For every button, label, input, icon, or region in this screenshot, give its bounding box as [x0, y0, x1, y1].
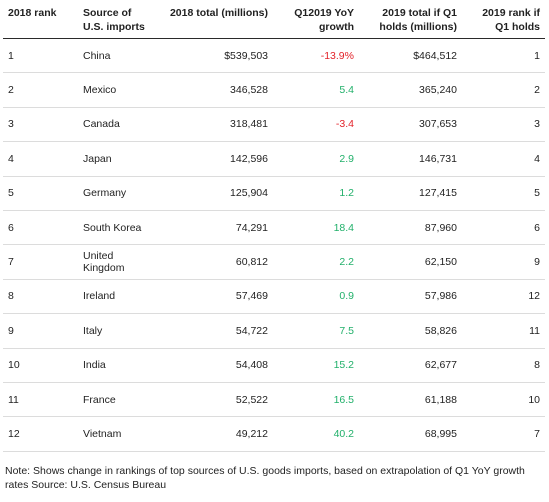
cell-2018-rank: 8 — [3, 279, 78, 315]
table-header-row: 2018 rank Source of U.S. imports 2018 to… — [3, 4, 545, 39]
cell-2019-total: 87,960 — [359, 210, 462, 246]
cell-2018-total: 54,408 — [156, 348, 273, 383]
cell-q1-growth: 1.2 — [273, 176, 359, 211]
table-row: 1 China $539,503 -13.9% $464,512 1 — [3, 38, 545, 74]
cell-q1-growth: 0.9 — [273, 279, 359, 315]
table-row: 5 Germany 125,904 1.2 127,415 5 — [3, 176, 545, 211]
cell-q1-growth: 18.4 — [273, 210, 359, 246]
cell-country: Germany — [78, 176, 156, 211]
cell-q1-growth: 15.2 — [273, 348, 359, 383]
cell-2019-total: 307,653 — [359, 107, 462, 143]
cell-2018-rank: 6 — [3, 210, 78, 246]
cell-2018-total: $539,503 — [156, 38, 273, 74]
cell-2019-total: $464,512 — [359, 38, 462, 74]
table-row: 2 Mexico 346,528 5.4 365,240 2 — [3, 72, 545, 108]
cell-q1-growth: 2.2 — [273, 244, 359, 280]
cell-2018-total: 60,812 — [156, 244, 273, 280]
cell-2018-total: 49,212 — [156, 416, 273, 452]
table-row: 12 Vietnam 49,212 40.2 68,995 7 — [3, 416, 545, 452]
header-2018-rank: 2018 rank — [3, 4, 78, 39]
source-note: Note: Shows change in rankings of top so… — [5, 465, 525, 491]
cell-country: Mexico — [78, 72, 156, 108]
cell-country: Ireland — [78, 279, 156, 315]
cell-2019-total: 61,188 — [359, 382, 462, 418]
cell-2019-rank: 11 — [462, 313, 545, 349]
cell-2019-rank: 7 — [462, 416, 545, 452]
cell-2018-rank: 12 — [3, 416, 78, 452]
cell-country: South Korea — [78, 210, 156, 246]
cell-2019-total: 57,986 — [359, 279, 462, 315]
cell-country: China — [78, 38, 156, 74]
cell-2019-total: 62,677 — [359, 348, 462, 383]
cell-2019-rank: 12 — [462, 279, 545, 315]
cell-2018-total: 74,291 — [156, 210, 273, 246]
table-row: 3 Canada 318,481 -3.4 307,653 3 — [3, 107, 545, 143]
cell-2019-rank: 3 — [462, 107, 545, 143]
cell-2018-rank: 11 — [3, 382, 78, 418]
cell-2019-rank: 6 — [462, 210, 545, 246]
table-row: 9 Italy 54,722 7.5 58,826 11 — [3, 313, 545, 349]
cell-q1-growth: 40.2 — [273, 416, 359, 452]
cell-country: Italy — [78, 313, 156, 349]
cell-country: Vietnam — [78, 416, 156, 452]
table-row: 4 Japan 142,596 2.9 146,731 4 — [3, 141, 545, 177]
cell-2018-total: 52,522 — [156, 382, 273, 418]
cell-2018-rank: 5 — [3, 176, 78, 211]
table-row: 11 France 52,522 16.5 61,188 10 — [3, 382, 545, 418]
cell-2018-rank: 4 — [3, 141, 78, 177]
cell-2018-rank: 9 — [3, 313, 78, 349]
cell-2019-total: 127,415 — [359, 176, 462, 211]
table-body: 1 China $539,503 -13.9% $464,512 1 2 Mexico 346,… — [3, 38, 545, 452]
cell-2018-rank: 2 — [3, 72, 78, 108]
cell-2019-total: 365,240 — [359, 72, 462, 108]
cell-2019-rank: 1 — [462, 38, 545, 74]
header-2019-rank: 2019 rank if Q1 holds — [462, 4, 545, 39]
cell-2018-total: 125,904 — [156, 176, 273, 211]
cell-country: Canada — [78, 107, 156, 143]
cell-2019-rank: 5 — [462, 176, 545, 211]
cell-2019-total: 58,826 — [359, 313, 462, 349]
cell-q1-growth: 2.9 — [273, 141, 359, 177]
cell-q1-growth: 5.4 — [273, 72, 359, 108]
header-2018-total: 2018 total (millions) — [156, 4, 273, 39]
cell-q1-growth: -13.9% — [273, 38, 359, 74]
cell-2018-rank: 3 — [3, 107, 78, 143]
imports-table: 2018 rank Source of U.S. imports 2018 to… — [3, 4, 545, 452]
cell-2018-total: 346,528 — [156, 72, 273, 108]
cell-2019-rank: 4 — [462, 141, 545, 177]
cell-2019-total: 68,995 — [359, 416, 462, 452]
header-source: Source of U.S. imports — [78, 4, 156, 39]
table-row: 8 Ireland 57,469 0.9 57,986 12 — [3, 279, 545, 315]
cell-2019-rank: 9 — [462, 244, 545, 280]
cell-q1-growth: 7.5 — [273, 313, 359, 349]
cell-2019-total: 146,731 — [359, 141, 462, 177]
cell-2018-total: 142,596 — [156, 141, 273, 177]
cell-country: France — [78, 382, 156, 418]
cell-2018-total: 54,722 — [156, 313, 273, 349]
table-row: 10 India 54,408 15.2 62,677 8 — [3, 348, 545, 383]
cell-2019-total: 62,150 — [359, 244, 462, 280]
table-row: 7 United Kingdom 60,812 2.2 62,150 9 — [3, 244, 545, 280]
cell-country: Japan — [78, 141, 156, 177]
cell-2018-rank: 10 — [3, 348, 78, 383]
cell-2019-rank: 8 — [462, 348, 545, 383]
cell-2018-total: 318,481 — [156, 107, 273, 143]
header-2019-total: 2019 total if Q1 holds (millions) — [359, 4, 462, 39]
cell-2018-rank: 7 — [3, 244, 78, 280]
cell-country: India — [78, 348, 156, 383]
cell-country: United Kingdom — [78, 244, 156, 280]
cell-q1-growth: -3.4 — [273, 107, 359, 143]
cell-2018-total: 57,469 — [156, 279, 273, 315]
cell-2018-rank: 1 — [3, 38, 78, 74]
header-q1-growth: Q12019 YoY growth — [273, 4, 359, 39]
table-row: 6 South Korea 74,291 18.4 87,960 6 — [3, 210, 545, 246]
cell-2019-rank: 2 — [462, 72, 545, 108]
cell-q1-growth: 16.5 — [273, 382, 359, 418]
cell-2019-rank: 10 — [462, 382, 545, 418]
